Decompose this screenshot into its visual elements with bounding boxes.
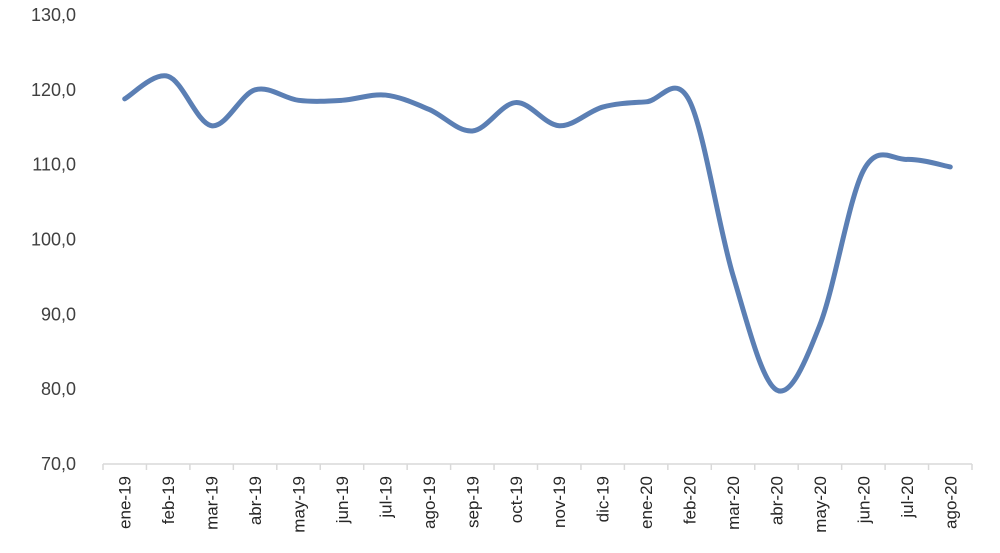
x-tick-label: sep-19 <box>463 476 482 528</box>
x-tick-label: nov-19 <box>550 476 569 528</box>
x-tick-label: may-20 <box>811 476 830 533</box>
y-tick-label: 70,0 <box>41 454 76 474</box>
x-tick-label: mar-19 <box>203 476 222 530</box>
x-tick-label: jul-20 <box>898 476 917 519</box>
y-tick-label: 80,0 <box>41 379 76 399</box>
y-tick-label: 90,0 <box>41 304 76 324</box>
x-tick-label: ago-19 <box>420 476 439 529</box>
x-tick-label: oct-19 <box>507 476 526 523</box>
y-tick-label: 110,0 <box>32 155 76 175</box>
x-tick-label: dic-19 <box>594 476 613 522</box>
y-tick-label: 100,0 <box>31 230 76 250</box>
y-axis: 70,0 80,0 90,0 100,0 110,0 120,0 130,0 <box>31 5 76 474</box>
y-tick-label: 130,0 <box>31 5 76 25</box>
x-tick-label: feb-19 <box>159 476 178 524</box>
x-tick-label: mar-20 <box>724 476 743 530</box>
x-tick-label: ene-19 <box>116 476 135 529</box>
x-tick-label: ene-20 <box>637 476 656 529</box>
series-line <box>122 73 953 394</box>
x-tick-label: may-19 <box>290 476 309 533</box>
x-tick-label: feb-20 <box>681 476 700 524</box>
x-tick-label: jun-20 <box>854 476 873 524</box>
x-axis: ene-19 feb-19 mar-19 abr-19 may-19 jun-19 jul-… <box>102 464 973 533</box>
x-tick-label: jun-19 <box>333 476 352 524</box>
x-tick-label: jul-19 <box>376 476 395 519</box>
y-tick-label: 120,0 <box>31 80 76 100</box>
x-tick-label: ago-20 <box>941 476 960 529</box>
x-tick-label: abr-19 <box>246 476 265 525</box>
x-tick-label: abr-20 <box>767 476 786 525</box>
